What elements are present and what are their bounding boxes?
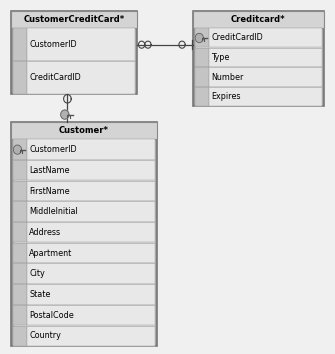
Text: Creditcard*: Creditcard* [231,15,286,24]
Text: City: City [29,269,45,278]
Bar [13,125,155,344]
Bar [13,61,27,94]
Text: Customer*: Customer* [59,126,109,135]
Bar [13,14,135,92]
Bar [27,305,155,325]
Bar [13,28,27,61]
Bar [11,122,157,346]
Bar [11,11,137,28]
Bar [11,122,157,139]
Bar [27,61,135,94]
Bar [13,243,27,263]
Bar [13,201,27,222]
Bar [13,139,27,160]
Bar [13,326,27,346]
Bar [27,284,155,304]
Bar [209,48,322,67]
Bar [193,11,324,107]
Text: State: State [29,290,51,299]
Bar [27,326,155,346]
Text: CustomerID: CustomerID [29,145,77,154]
Bar [27,263,155,284]
Bar [195,48,209,67]
Text: FirstName: FirstName [29,187,70,195]
Text: CreditCardID: CreditCardID [211,34,263,42]
Polygon shape [61,110,69,119]
Text: Number: Number [211,73,244,82]
Bar [195,14,322,104]
Bar [27,222,155,242]
Bar [11,11,137,94]
Bar [13,263,27,284]
Text: Apartment: Apartment [29,249,73,258]
Bar [27,181,155,201]
Bar [209,28,322,47]
Bar [27,139,155,160]
Bar [209,67,322,87]
Bar [193,11,324,28]
Bar [195,67,209,87]
Text: MiddleInitial: MiddleInitial [29,207,78,216]
Bar [195,28,209,47]
Bar [13,305,27,325]
Text: Expires: Expires [211,92,241,101]
Text: LastName: LastName [29,166,70,175]
Text: CreditCardID: CreditCardID [29,73,81,82]
Polygon shape [13,145,21,154]
Text: Country: Country [29,331,61,341]
Bar [195,87,209,106]
Text: PostalCode: PostalCode [29,311,74,320]
Bar [209,87,322,106]
Bar [27,201,155,222]
Bar [27,243,155,263]
Text: CustomerID: CustomerID [29,40,77,49]
Text: Address: Address [29,228,62,237]
Bar [13,160,27,180]
Polygon shape [195,33,203,42]
Bar [13,284,27,304]
Bar [27,28,135,61]
Text: CustomerCreditCard*: CustomerCreditCard* [23,15,125,24]
Text: Type: Type [211,53,229,62]
Bar [27,160,155,180]
Bar [13,181,27,201]
Bar [13,222,27,242]
